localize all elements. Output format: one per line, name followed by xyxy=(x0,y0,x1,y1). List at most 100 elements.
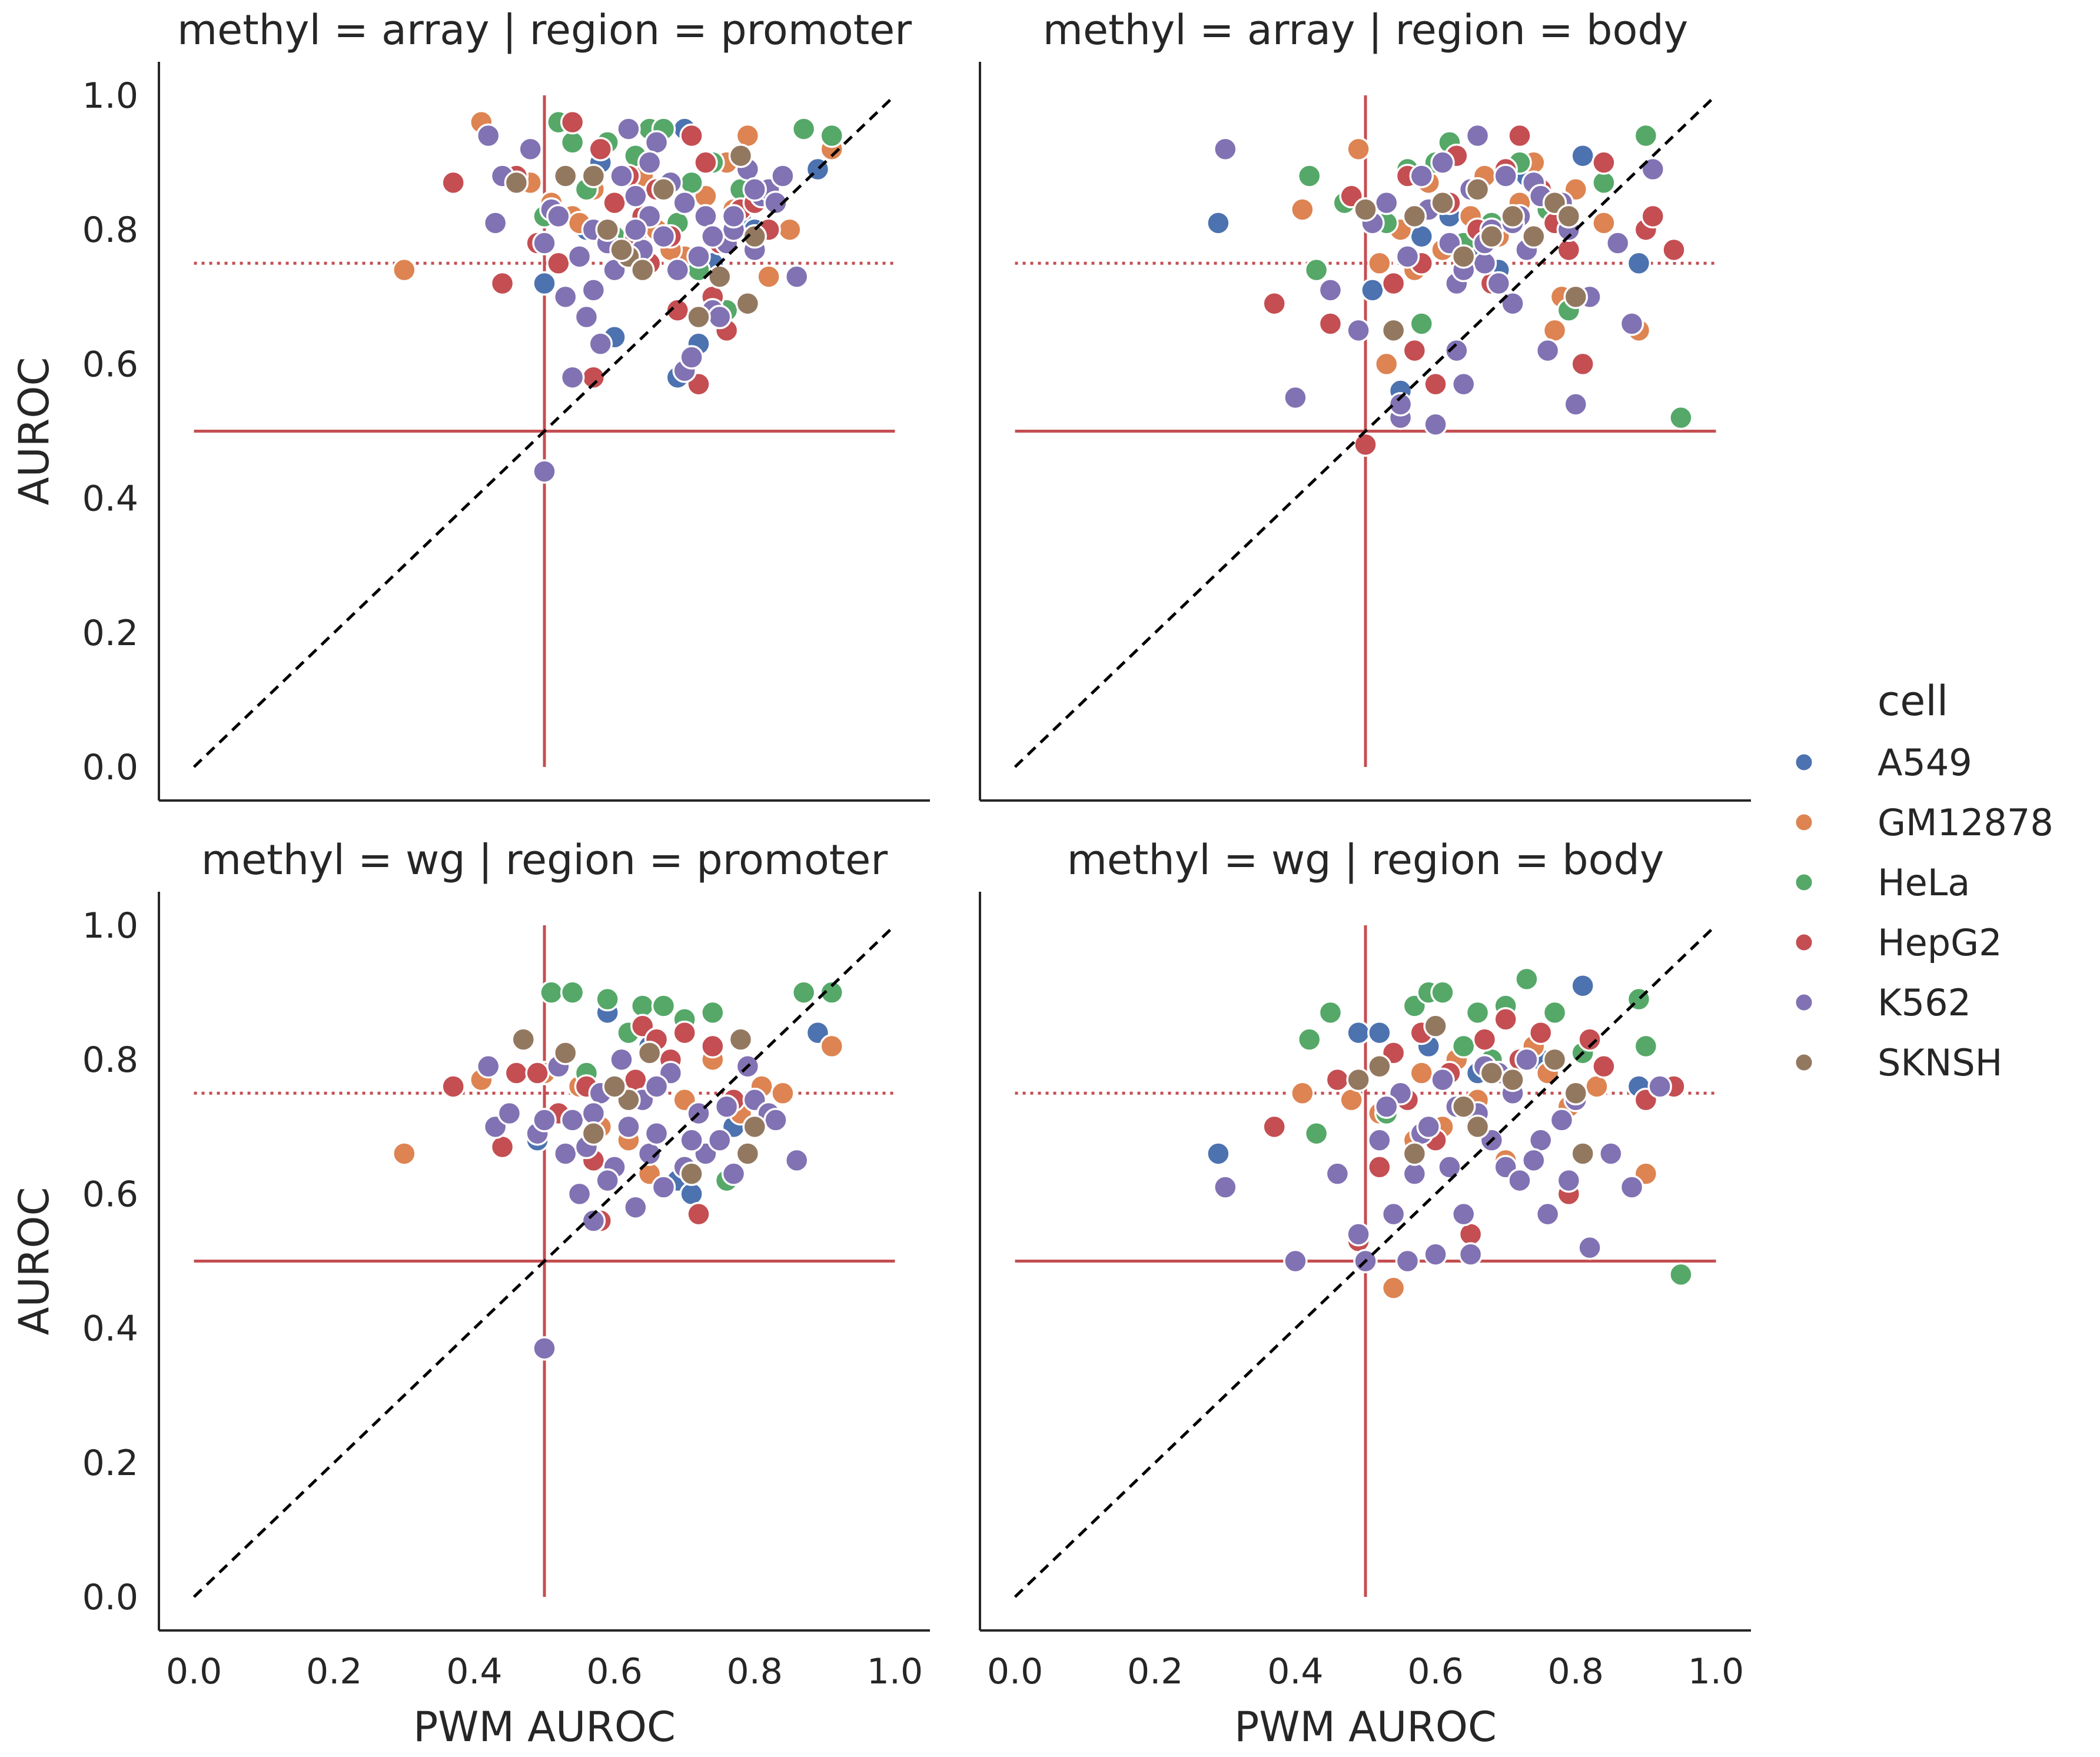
scatter-point xyxy=(1521,224,1546,249)
x-tick-label: 1.0 xyxy=(867,1651,923,1692)
scatter-point xyxy=(588,331,613,356)
scatter-point xyxy=(1633,123,1659,148)
scatter-point xyxy=(1423,1242,1448,1267)
scatter-point xyxy=(1535,1201,1560,1227)
scatter-point xyxy=(1262,291,1287,316)
scatter-point xyxy=(784,264,809,289)
scatter-point xyxy=(1451,371,1476,397)
scatter-point xyxy=(1669,405,1693,430)
legend-marker xyxy=(1794,812,1814,832)
identity-diagonal-line xyxy=(192,924,896,1598)
scatter-point xyxy=(777,217,802,242)
scatter-point xyxy=(686,304,711,330)
legend-marker xyxy=(1794,752,1814,772)
scatter-point xyxy=(623,1067,648,1092)
scatter-point xyxy=(532,459,557,484)
scatter-point xyxy=(644,130,669,155)
series-SKNSH xyxy=(511,1027,767,1186)
scatter-point xyxy=(1423,371,1448,397)
scatter-point xyxy=(693,204,718,229)
scatter-point xyxy=(1367,1128,1392,1152)
scatter-point xyxy=(546,204,571,229)
scatter-point xyxy=(665,257,690,283)
scatter-point xyxy=(721,204,746,229)
series-A549 xyxy=(1206,973,1652,1166)
scatter-point xyxy=(581,1208,606,1233)
scatter-point xyxy=(784,1148,809,1173)
scatter-point xyxy=(1451,1034,1476,1059)
scatter-point xyxy=(630,994,655,1018)
y-tick-label: 1.0 xyxy=(82,905,138,946)
scatter-point xyxy=(679,1161,704,1186)
scatter-point xyxy=(1402,1161,1427,1186)
scatter-point xyxy=(1542,1047,1567,1072)
scatter-point xyxy=(609,237,634,263)
identity-diagonal-line xyxy=(1014,924,1717,1598)
y-tick-label: 0.0 xyxy=(82,747,138,788)
scatter-point xyxy=(1374,190,1399,215)
scatter-point xyxy=(672,1020,697,1045)
scatter-point xyxy=(651,1175,676,1200)
scatter-point xyxy=(560,109,585,135)
scatter-point xyxy=(595,987,620,1012)
scatter-point xyxy=(721,1161,746,1186)
scatter-point xyxy=(1213,1175,1238,1200)
scatter-point xyxy=(1599,1141,1623,1166)
scatter-point xyxy=(1437,1155,1462,1180)
scatter-point xyxy=(651,177,676,202)
scatter-point xyxy=(441,170,466,195)
scatter-point xyxy=(1619,311,1644,336)
scatter-point xyxy=(679,170,704,195)
scatter-point xyxy=(728,1027,753,1052)
scatter-point xyxy=(1591,170,1616,195)
scatter-point xyxy=(1346,1067,1371,1092)
scatter-point xyxy=(742,177,767,202)
scatter-point xyxy=(546,251,571,276)
facet-panel-1: methyl = array | region = promoter 0.0 0.2… xyxy=(10,6,930,802)
scatter-point xyxy=(581,278,606,303)
scatter-point xyxy=(819,123,845,148)
scatter-point xyxy=(644,1121,669,1146)
scatter-point xyxy=(707,264,732,289)
scatter-point xyxy=(1591,150,1616,175)
scatter-point xyxy=(1325,1067,1350,1092)
scatter-point xyxy=(1402,1141,1427,1166)
scatter-point xyxy=(791,117,816,141)
scatter-point xyxy=(735,1141,760,1166)
scatter-point xyxy=(651,224,676,249)
scatter-point xyxy=(1507,1168,1532,1193)
scatter-point xyxy=(1584,1074,1609,1099)
scatter-point xyxy=(1619,1175,1644,1200)
scatter-point xyxy=(560,980,585,1005)
scatter-point xyxy=(1318,1000,1343,1025)
y-axis-label: AUROC xyxy=(10,357,58,506)
scatter-point xyxy=(1325,1161,1350,1186)
scatter-point xyxy=(1451,1201,1476,1227)
scatter-point xyxy=(735,123,760,148)
scatter-point xyxy=(476,1054,501,1079)
scatter-point xyxy=(1346,137,1371,162)
facet-panel-2: methyl = array | region = body xyxy=(979,6,1751,802)
scatter-point xyxy=(630,257,655,283)
scatter-point xyxy=(1472,251,1497,276)
y-tick-label: 0.8 xyxy=(82,1039,138,1081)
scatter-point xyxy=(1318,278,1343,303)
scatter-point xyxy=(1493,1007,1518,1032)
scatter-point xyxy=(1318,311,1343,336)
scatter-point xyxy=(1360,278,1385,303)
scatter-point xyxy=(1563,1081,1589,1106)
scatter-point xyxy=(1395,244,1420,269)
scatter-point xyxy=(1570,973,1595,998)
scatter-point xyxy=(441,1074,466,1099)
scatter-point xyxy=(504,1061,529,1085)
scatter-point xyxy=(1381,1276,1406,1300)
scatter-point xyxy=(1500,291,1525,316)
scatter-point xyxy=(1633,1034,1659,1059)
scatter-point xyxy=(770,164,795,188)
scatter-point xyxy=(609,1047,634,1072)
scatter-point xyxy=(707,1128,732,1152)
scatter-point xyxy=(1542,318,1567,343)
scatter-point xyxy=(1444,338,1469,363)
scatter-point xyxy=(1367,1020,1392,1045)
